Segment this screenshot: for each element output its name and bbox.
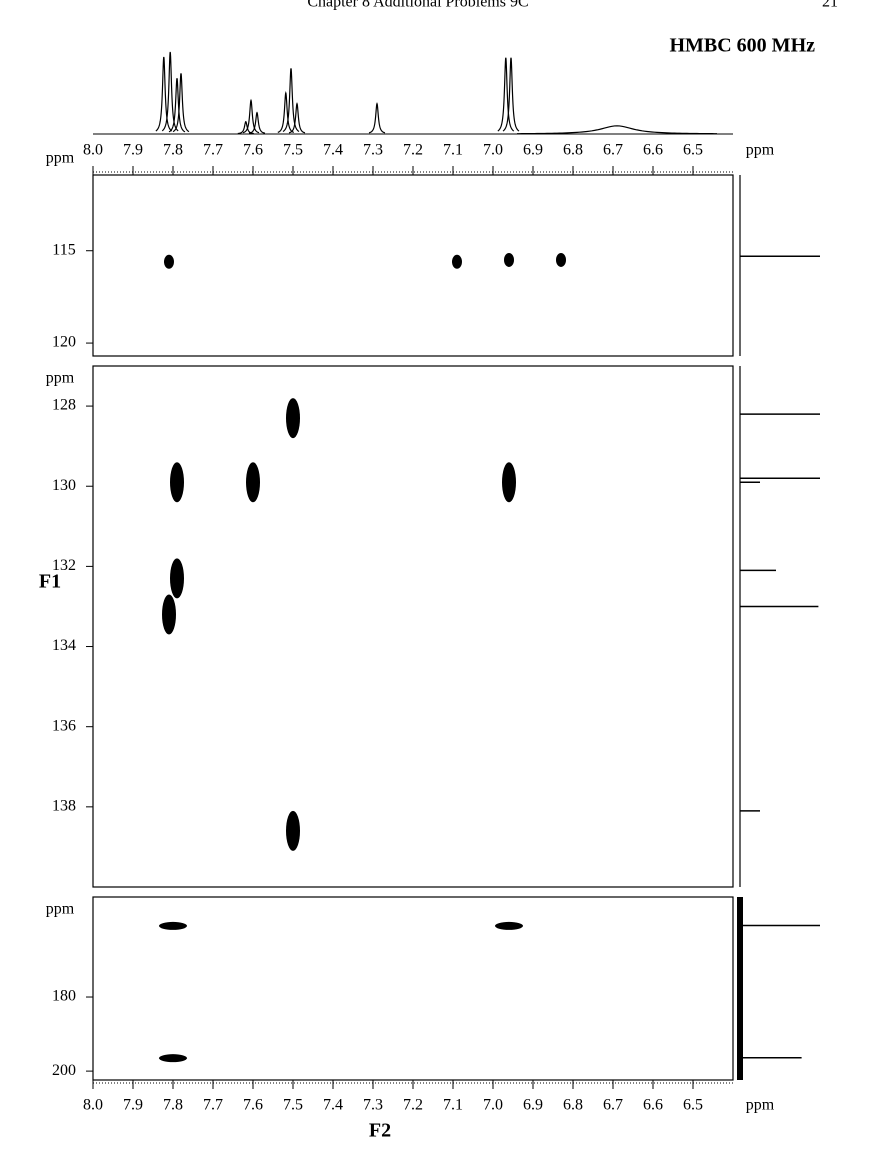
panel-frame xyxy=(92,365,734,888)
x-tick-label: 6.5 xyxy=(683,142,703,159)
f2-peak xyxy=(368,102,386,134)
x-tick-label: 7.4 xyxy=(323,142,343,159)
x-tick-label: 7.1 xyxy=(443,1097,463,1114)
f2-peak xyxy=(502,57,520,132)
unit-label: ppm xyxy=(746,1097,775,1114)
x-tick-label: 7.8 xyxy=(163,1097,183,1114)
unit-label: ppm xyxy=(46,901,75,918)
cross-peak xyxy=(246,462,260,503)
cross-peak xyxy=(159,921,187,930)
x-tick-label: 7.5 xyxy=(283,1097,303,1114)
y-tick-label: 200 xyxy=(52,1062,76,1079)
x-tick-label: 6.9 xyxy=(523,142,543,159)
y-tick-label: 138 xyxy=(52,798,76,815)
f2-peak xyxy=(161,51,179,132)
x-tick-label: 6.9 xyxy=(523,1097,543,1114)
x-tick-label: 7.9 xyxy=(123,142,143,159)
page-number: 21 xyxy=(822,0,838,11)
f2-peak xyxy=(242,98,260,134)
x-tick-label: 8.0 xyxy=(83,1097,103,1114)
y-tick-label: 115 xyxy=(52,241,75,258)
cross-peak xyxy=(495,921,523,930)
cross-peak xyxy=(286,398,300,439)
chart-title: HMBC 600 MHz xyxy=(669,35,815,57)
cross-peak xyxy=(170,462,184,503)
x-tick-label: 7.7 xyxy=(203,1097,223,1114)
f2-peak xyxy=(155,56,173,132)
y-tick-label: 136 xyxy=(52,717,76,734)
x-tick-label: 7.1 xyxy=(443,142,463,159)
x-tick-label: 7.6 xyxy=(243,1097,263,1114)
cross-peak xyxy=(164,254,174,269)
x-tick-label: 8.0 xyxy=(83,142,103,159)
y-tick-label: 180 xyxy=(52,988,76,1005)
cross-peak xyxy=(170,558,184,599)
x-tick-label: 6.8 xyxy=(563,1097,583,1114)
x-tick-label: 6.5 xyxy=(683,1097,703,1114)
f2-peak xyxy=(497,57,515,132)
unit-label: ppm xyxy=(46,150,75,167)
unit-label: ppm xyxy=(46,370,75,387)
x-tick-label: 6.8 xyxy=(563,142,583,159)
x-tick-label: 7.9 xyxy=(123,1097,143,1114)
f2-peak xyxy=(248,111,266,134)
x-tick-label: 7.3 xyxy=(363,142,383,159)
f2-peak xyxy=(168,78,186,133)
f2-peak xyxy=(282,68,300,132)
y-axis-label: F1 xyxy=(39,571,61,593)
cross-peak xyxy=(286,810,300,851)
x-tick-label: 7.6 xyxy=(243,142,263,159)
cross-peak xyxy=(504,252,514,267)
x-tick-label: 7.5 xyxy=(283,142,303,159)
x-tick-label: 7.0 xyxy=(483,142,503,159)
f2-peak xyxy=(172,73,190,133)
x-tick-label: 6.7 xyxy=(603,142,623,159)
panel-frame xyxy=(92,174,734,357)
y-tick-label: 132 xyxy=(52,557,76,574)
x-tick-label: 6.6 xyxy=(643,142,663,159)
cross-peak xyxy=(162,594,176,635)
y-tick-label: 128 xyxy=(52,397,76,414)
x-tick-label: 7.2 xyxy=(403,142,423,159)
f2-peak xyxy=(516,125,718,135)
x-tick-label: 7.2 xyxy=(403,1097,423,1114)
unit-label: ppm xyxy=(746,142,775,159)
y-tick-label: 120 xyxy=(52,334,76,351)
y-tick-label: 134 xyxy=(52,637,76,654)
x-axis-label: F2 xyxy=(369,1120,391,1142)
f2-peak xyxy=(277,91,295,133)
cross-peak xyxy=(452,254,462,269)
running-title: Chapter 8 Additional Problems 9C xyxy=(307,0,528,11)
x-tick-label: 7.3 xyxy=(363,1097,383,1114)
x-tick-label: 7.8 xyxy=(163,142,183,159)
cross-peak xyxy=(159,1054,187,1063)
cross-peak xyxy=(502,462,516,503)
x-tick-label: 7.0 xyxy=(483,1097,503,1114)
x-tick-label: 7.7 xyxy=(203,142,223,159)
f2-peak xyxy=(288,102,306,134)
y-tick-label: 130 xyxy=(52,477,76,494)
x-tick-label: 6.6 xyxy=(643,1097,663,1114)
cross-peak xyxy=(556,252,566,267)
x-tick-label: 6.7 xyxy=(603,1097,623,1114)
x-tick-label: 7.4 xyxy=(323,1097,343,1114)
panel-frame xyxy=(92,896,734,1081)
